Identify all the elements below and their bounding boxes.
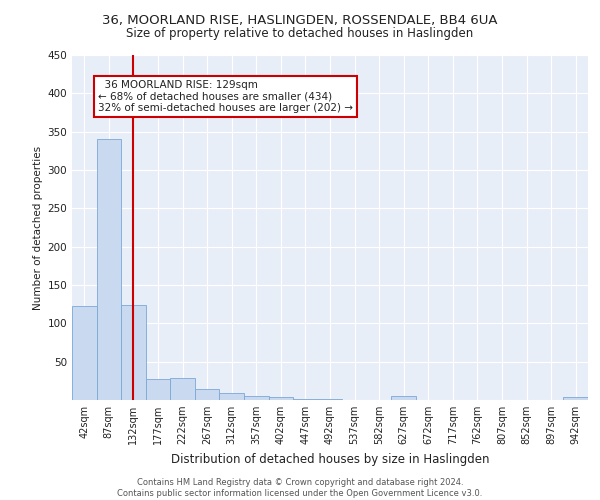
Bar bbox=[318, 399, 342, 400]
X-axis label: Distribution of detached houses by size in Haslingden: Distribution of detached houses by size … bbox=[171, 452, 489, 466]
Bar bbox=[269, 397, 293, 400]
Text: 36, MOORLAND RISE, HASLINGDEN, ROSSENDALE, BB4 6UA: 36, MOORLAND RISE, HASLINGDEN, ROSSENDAL… bbox=[102, 14, 498, 27]
Text: 36 MOORLAND RISE: 129sqm
← 68% of detached houses are smaller (434)
32% of semi-: 36 MOORLAND RISE: 129sqm ← 68% of detach… bbox=[98, 80, 353, 113]
Bar bbox=[563, 397, 588, 400]
Bar bbox=[244, 396, 269, 400]
Bar bbox=[391, 396, 416, 400]
Bar bbox=[97, 140, 121, 400]
Bar bbox=[220, 393, 244, 400]
Bar bbox=[195, 388, 220, 400]
Bar bbox=[293, 399, 318, 400]
Bar bbox=[146, 378, 170, 400]
Text: Contains HM Land Registry data © Crown copyright and database right 2024.
Contai: Contains HM Land Registry data © Crown c… bbox=[118, 478, 482, 498]
Bar bbox=[170, 378, 195, 400]
Bar bbox=[121, 305, 146, 400]
Text: Size of property relative to detached houses in Haslingden: Size of property relative to detached ho… bbox=[127, 28, 473, 40]
Bar bbox=[72, 306, 97, 400]
Y-axis label: Number of detached properties: Number of detached properties bbox=[33, 146, 43, 310]
